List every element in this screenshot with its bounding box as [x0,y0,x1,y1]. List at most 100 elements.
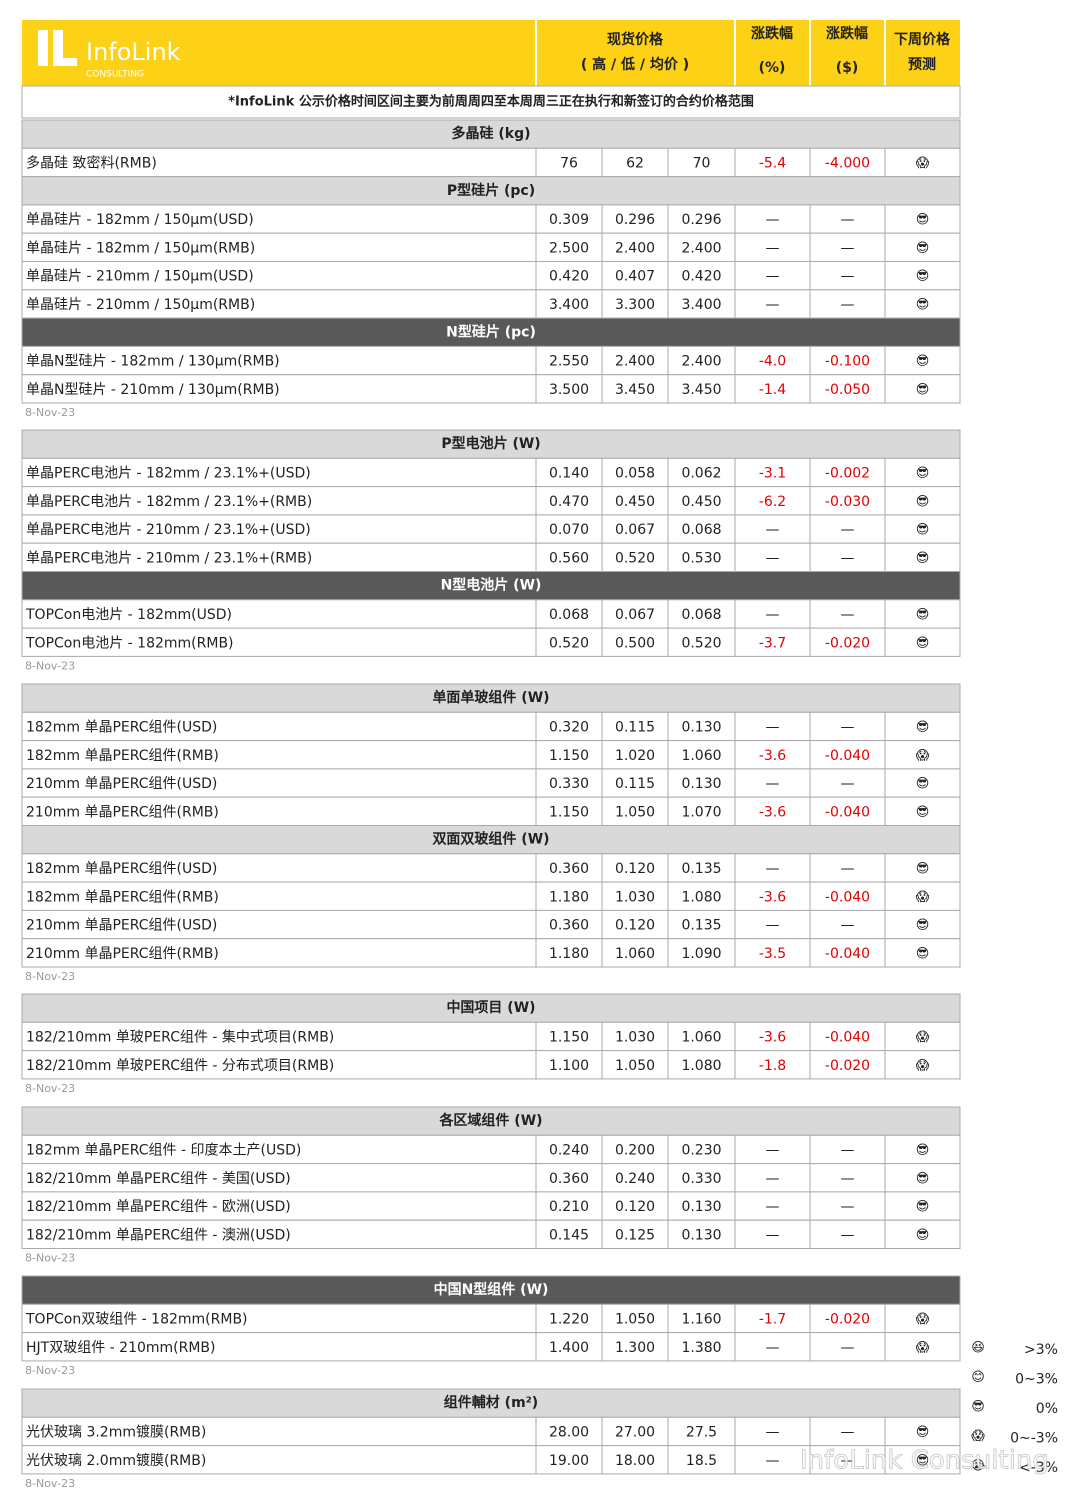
cell-value: 1.020 [615,748,655,764]
cell-value: 1.080 [681,889,721,905]
cell-value: — [766,861,780,877]
row-name: 单晶硅片 - 210mm / 150μm(USD) [26,269,254,285]
cell-value: 1.080 [681,1058,721,1074]
row-name: 182/210mm 单晶PERC组件 - 欧洲(USD) [26,1199,291,1215]
data-row [21,938,961,968]
section-title: 组件輔材 (m²) [444,1394,538,1411]
cell-value: — [766,550,780,566]
cell-value: 0.230 [681,1142,721,1158]
forecast-icon: 😎 [916,861,930,876]
row-name: 182mm 单晶PERC组件(USD) [26,719,217,735]
date-label: 8-Nov-23 [25,406,75,419]
data-row [21,232,961,262]
cell-value: 1.090 [681,946,721,962]
cell-value: — [841,1424,855,1440]
forecast-icon: 😎 [916,213,930,228]
cell-value: — [766,522,780,538]
cell-value: 0.115 [615,776,655,792]
data-row [21,796,961,827]
cell-value: — [841,1340,855,1356]
cell-value: 0.068 [549,607,589,623]
row-name: 210mm 单晶PERC组件(USD) [26,918,217,934]
cell-value: 2.400 [681,240,721,256]
forecast-icon: 😎 [916,1425,930,1440]
header-cell: 预测 [908,56,936,73]
legend-label: >3% [1024,1342,1058,1358]
forecast-icon: 😱 [916,890,930,905]
section-title: 中国项目 (W) [446,999,535,1016]
forecast-icon: 😎 [916,720,930,735]
cell-value: -0.020 [825,635,870,651]
cell-value: -3.6 [759,889,786,905]
cell-value: 0.145 [549,1227,589,1243]
cell-value: 0.330 [681,1171,721,1187]
data-row [21,853,961,883]
data-row [21,909,961,940]
forecast-icon: 😎 [916,805,930,820]
cell-value: 1.070 [681,804,721,820]
cell-value: 0.470 [549,494,589,510]
cell-value: -0.020 [825,1311,870,1327]
row-name: TOPCon电池片 - 182mm(RMB) [25,635,234,651]
cell-value: — [841,212,855,228]
cell-value: -4.0 [759,354,786,370]
cell-value: 3.450 [681,382,721,398]
cell-value: 0.500 [615,635,655,651]
forecast-icon: 😎 [916,1453,930,1468]
cell-value: 1.060 [681,1029,721,1045]
cell-value: — [841,1453,855,1469]
header-bg [22,20,960,86]
cell-value: — [766,1453,780,1469]
cell-value: — [841,861,855,877]
cell-value: 0.210 [549,1199,589,1215]
row-name: 单晶N型硅片 - 210mm / 130μm(RMB) [26,382,280,398]
cell-value: -3.6 [759,1029,786,1045]
cell-value: — [766,918,780,934]
legend-label: 0~-3% [1010,1431,1058,1447]
cell-value: -0.002 [825,465,870,481]
cell-value: 1.380 [681,1340,721,1356]
cell-value: 1.050 [615,1311,655,1327]
row-name: 单晶硅片 - 182mm / 150μm(RMB) [26,240,255,256]
section-row [21,1275,961,1305]
cell-value: — [766,1424,780,1440]
cell-value: -0.040 [825,804,870,820]
cell-value: 1.060 [615,946,655,962]
data-row [21,457,961,488]
row-name: 单晶PERC电池片 - 210mm / 23.1%+(RMB) [26,550,312,566]
cell-value: 0.407 [615,269,655,285]
cell-value: — [841,297,855,313]
data-row [21,711,961,742]
cell-value: — [841,918,855,934]
forecast-icon: 😎 [916,1143,930,1158]
row-name: 210mm 单晶PERC组件(RMB) [26,804,219,820]
cell-value: 0.130 [681,1227,721,1243]
forecast-icon: 😎 [916,382,930,397]
cell-value: 3.300 [615,297,655,313]
cell-value: 3.400 [681,297,721,313]
cell-value: 0.130 [681,719,721,735]
cell-value: 1.300 [615,1340,655,1356]
cell-value: 0.140 [549,465,589,481]
cell-value: 1.030 [615,889,655,905]
row-name: 182/210mm 单玻PERC组件 - 集中式项目(RMB) [26,1028,334,1045]
cell-value: -4.000 [825,155,870,171]
cell-value: 18.5 [686,1453,717,1469]
date-label: 8-Nov-23 [25,1364,75,1377]
cell-value: -6.2 [759,494,786,510]
cell-value: 62 [626,155,644,171]
row-name: 182/210mm 单玻PERC组件 - 分布式项目(RMB) [26,1058,334,1074]
cell-value: 0.360 [549,918,589,934]
cell-value: 27.00 [615,1424,655,1440]
cell-value: -3.6 [759,748,786,764]
cell-value: 0.450 [615,494,655,510]
cell-value: 0.135 [681,918,721,934]
cell-value: 0.062 [681,465,721,481]
cell-value: 1.050 [615,804,655,820]
row-name: 光伏玻璃 3.2mm镀膜(RMB) [26,1423,206,1440]
section-row [21,825,961,855]
section-title: 中国N型组件 (W) [434,1281,549,1298]
cell-value: — [841,776,855,792]
data-row [21,542,961,573]
